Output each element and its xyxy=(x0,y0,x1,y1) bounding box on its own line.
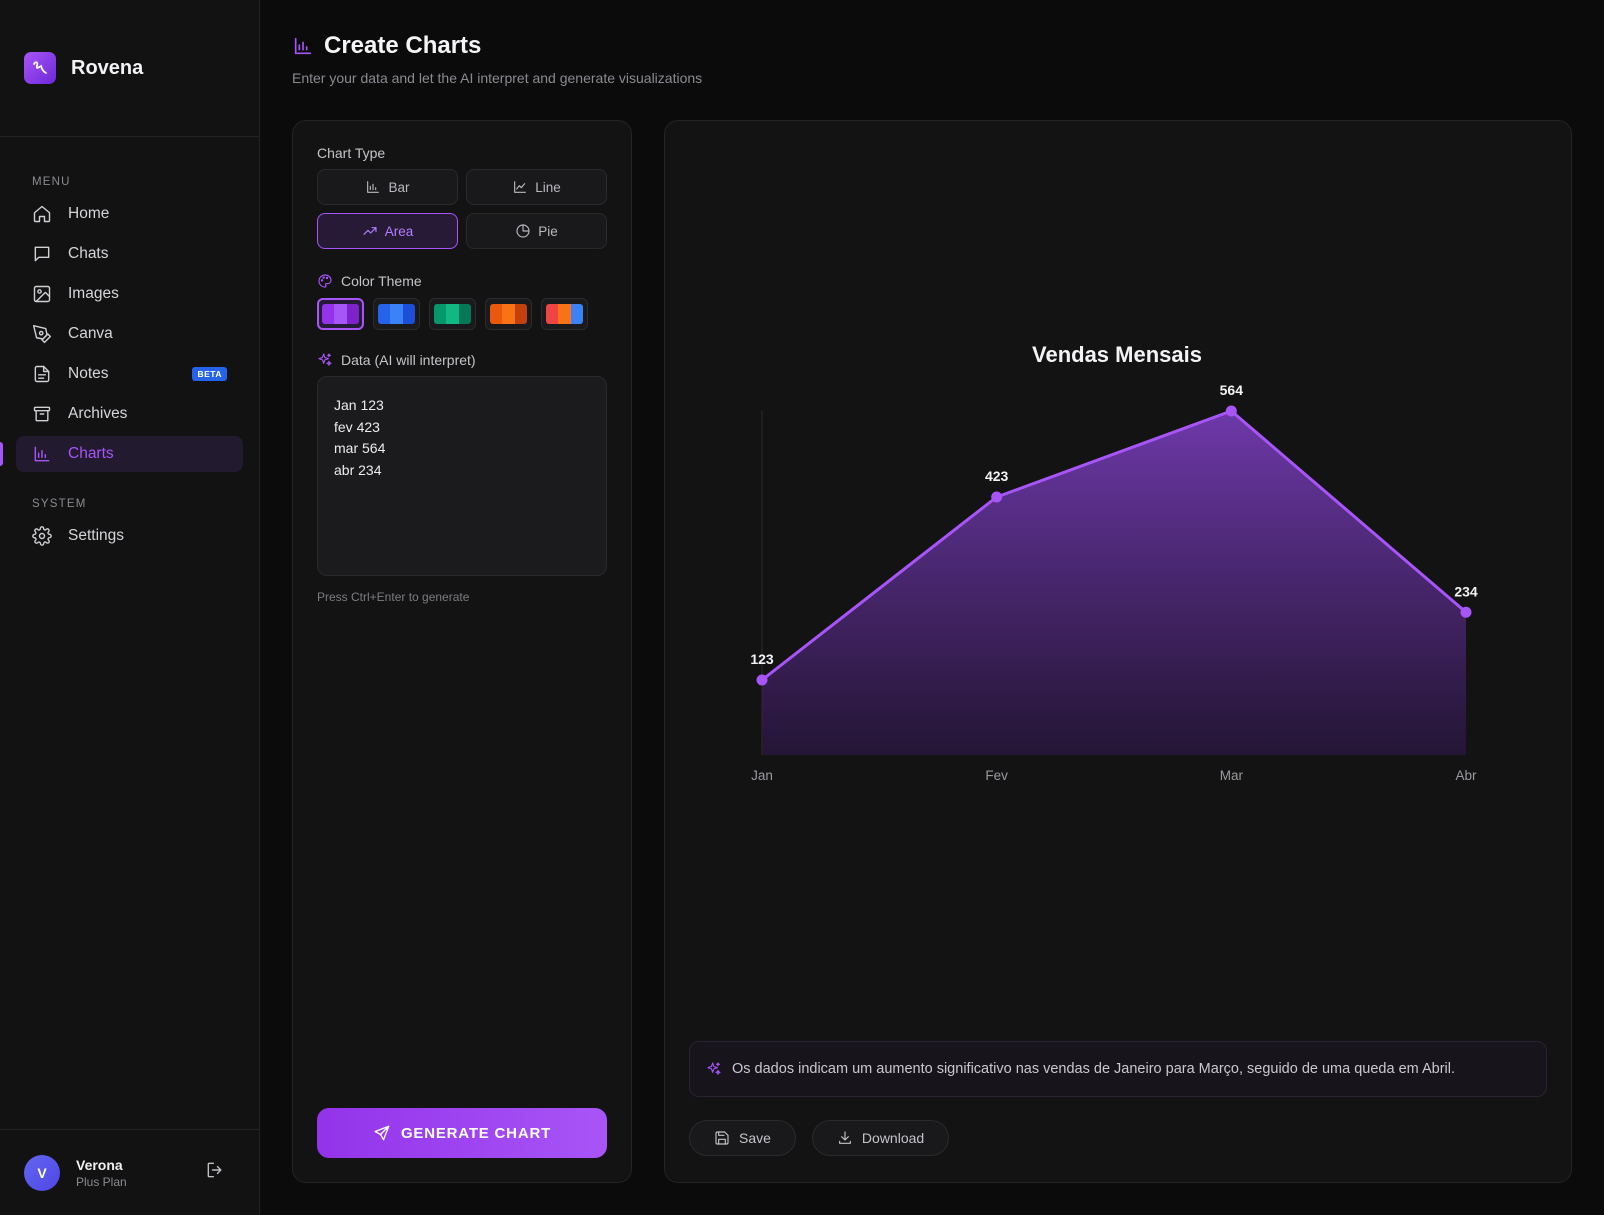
ai-insight: Os dados indicam um aumento significativ… xyxy=(689,1041,1547,1097)
sidebar-item-label: Notes xyxy=(68,365,109,382)
x-tick-label-fev: Fev xyxy=(985,768,1008,783)
sidebar: Rovena MENU Home Chats Images Canva N xyxy=(0,0,260,1215)
sidebar-item-chats[interactable]: Chats xyxy=(16,236,243,272)
chart-preview-panel: Vendas Mensais 123 Jan 423 Fev 564 Mar 234 Abr … xyxy=(664,120,1572,1183)
theme-swatch-blue[interactable] xyxy=(373,298,420,330)
avatar[interactable]: V xyxy=(24,1154,60,1191)
home-icon xyxy=(33,205,51,223)
sparkle-icon xyxy=(707,1062,721,1075)
chart-type-line-button[interactable]: Line xyxy=(466,169,607,205)
sidebar-item-label: Charts xyxy=(68,445,114,462)
data-input-label: Data (AI will interpret) xyxy=(317,352,607,368)
chart-type-area-button[interactable]: Area xyxy=(317,213,458,249)
bar-chart-icon xyxy=(367,181,380,193)
palette-icon xyxy=(318,274,332,288)
chart-type-bar-button[interactable]: Bar xyxy=(317,169,458,205)
beta-badge: BETA xyxy=(192,367,227,381)
image-icon xyxy=(33,285,51,303)
page-title: Create Charts xyxy=(292,32,702,60)
sidebar-item-canva[interactable]: Canva xyxy=(16,316,243,352)
data-label-mar: 564 xyxy=(1220,382,1244,398)
data-point-fev xyxy=(991,491,1003,503)
sidebar-item-label: Home xyxy=(68,205,110,222)
chart-icon xyxy=(294,37,312,55)
note-icon xyxy=(34,365,50,383)
theme-swatch-purple[interactable] xyxy=(317,298,364,330)
theme-swatch-mixed[interactable] xyxy=(541,298,588,330)
chart-type-label-text: Bar xyxy=(388,179,410,195)
sidebar-item-label: Canva xyxy=(68,325,113,342)
archive-icon xyxy=(33,406,51,422)
sidebar-item-settings[interactable]: Settings xyxy=(16,518,243,554)
theme-swatch-orange[interactable] xyxy=(485,298,532,330)
page-title-text: Create Charts xyxy=(324,32,482,59)
sidebar-item-label: Settings xyxy=(68,527,125,544)
area-fill xyxy=(762,411,1466,755)
x-tick-label-mar: Mar xyxy=(1220,768,1244,783)
series-line xyxy=(761,409,1467,682)
system-nav: Settings xyxy=(0,518,259,554)
data-point-mar xyxy=(1225,405,1237,417)
save-icon xyxy=(715,1131,729,1145)
data-label-abr: 234 xyxy=(1454,583,1478,599)
sidebar-item-label: Images xyxy=(68,285,119,302)
data-point-jan xyxy=(756,674,768,686)
send-icon xyxy=(374,1125,390,1141)
download-icon xyxy=(839,1131,851,1144)
chart-type-pie-button[interactable]: Pie xyxy=(466,213,607,249)
color-theme-options xyxy=(317,298,607,330)
generate-hint: Press Ctrl+Enter to generate xyxy=(317,590,470,604)
brand-name: Rovena xyxy=(71,56,144,79)
download-button[interactable]: Download xyxy=(811,1120,950,1156)
line-chart-icon xyxy=(514,181,527,193)
save-button[interactable]: Save xyxy=(689,1120,796,1156)
data-input[interactable]: Jan 123 fev 423 mar 564 abr 234 xyxy=(317,376,607,576)
chart-icon xyxy=(34,446,50,462)
user-profile: V Verona Plus Plan xyxy=(0,1129,259,1215)
page-header: Create Charts Enter your data and let th… xyxy=(292,32,702,86)
sidebar-item-label: Archives xyxy=(68,405,128,422)
chart-type-label-text: Pie xyxy=(538,223,558,239)
chat-icon xyxy=(34,246,50,262)
user-name: Verona xyxy=(76,1156,123,1173)
menu-section-label: MENU xyxy=(32,176,71,188)
sidebar-item-home[interactable]: Home xyxy=(16,196,243,232)
main-content: Create Charts Enter your data and let th… xyxy=(260,0,1604,1215)
color-theme-label: Color Theme xyxy=(317,273,607,289)
user-plan: Plus Plan xyxy=(76,1174,127,1189)
sidebar-item-label: Chats xyxy=(68,245,109,262)
sparkle-icon xyxy=(318,353,332,366)
data-label-fev: 423 xyxy=(985,468,1009,484)
chart-title: Vendas Mensais xyxy=(1032,342,1202,367)
ai-insight-text: Os dados indicam um aumento significativ… xyxy=(732,1061,1455,1077)
x-tick-label-jan: Jan xyxy=(751,768,773,783)
data-point-abr xyxy=(1460,606,1472,618)
sidebar-item-archives[interactable]: Archives xyxy=(16,396,243,432)
chart-type-label-text: Line xyxy=(535,179,561,195)
pen-icon xyxy=(32,324,52,344)
chart-type-label: Chart Type xyxy=(317,145,386,161)
theme-swatch-green[interactable] xyxy=(429,298,476,330)
logout-icon xyxy=(207,1162,222,1178)
page-subtitle: Enter your data and let the AI interpret… xyxy=(292,70,703,86)
brand-logo-icon xyxy=(24,52,56,84)
chart-type-options: Bar Line Area Pie xyxy=(317,169,607,249)
brand[interactable]: Rovena xyxy=(0,0,259,137)
data-label-jan: 123 xyxy=(750,651,774,667)
sidebar-item-charts[interactable]: Charts xyxy=(0,436,243,472)
sidebar-item-images[interactable]: Images xyxy=(16,276,243,312)
x-tick-label-abr: Abr xyxy=(1455,768,1477,783)
area-chart: Vendas Mensais 123 Jan 423 Fev 564 Mar 234 Abr xyxy=(750,342,1478,783)
sidebar-item-notes[interactable]: Notes BETA xyxy=(16,356,243,392)
chart-controls-panel: Chart Type Bar Line Area Pie xyxy=(292,120,632,1183)
system-section-label: SYSTEM xyxy=(32,498,87,510)
generate-chart-button[interactable]: GENERATE CHART xyxy=(317,1108,607,1158)
pie-chart-icon xyxy=(516,224,530,238)
chart-actions: Save Download xyxy=(689,1120,950,1156)
gear-icon xyxy=(32,526,52,546)
main-nav: Home Chats Images Canva Notes BETA Ar xyxy=(0,196,259,472)
chart-type-label-text: Area xyxy=(384,223,414,239)
trending-up-icon xyxy=(363,227,377,235)
logout-button[interactable] xyxy=(205,1160,225,1185)
